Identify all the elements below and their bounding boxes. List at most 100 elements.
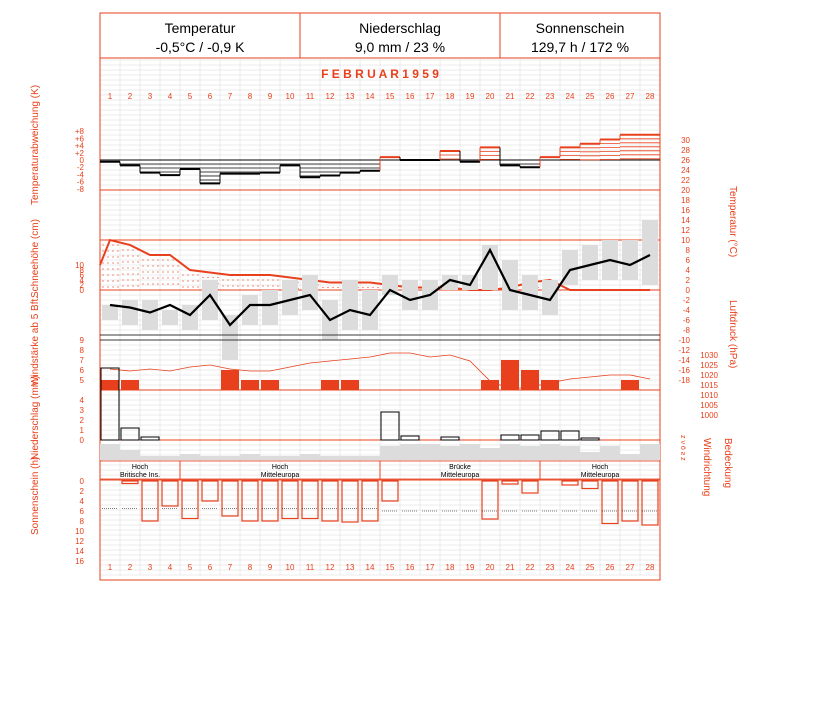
tick-label-anomaly: -2 (77, 163, 85, 172)
day-label-top: 9 (268, 92, 273, 101)
sunshine-bar (521, 480, 539, 494)
snow-dot (132, 285, 134, 287)
day-label-top: 27 (626, 92, 635, 101)
tick-label-precip: 0 (80, 436, 85, 445)
sunshine-bar (601, 480, 619, 525)
snow-dot (117, 280, 119, 282)
day-label-bottom: 17 (426, 563, 435, 572)
snow-dot (172, 259, 174, 261)
temp-range-box (502, 260, 518, 310)
day-label-top: 2 (128, 92, 133, 101)
cloud-cover-bar (240, 454, 260, 460)
snow-dot (192, 274, 194, 276)
snow-dot (147, 277, 149, 279)
day-label-bottom: 20 (486, 563, 495, 572)
snow-dot (247, 279, 249, 281)
snow-dot (127, 255, 129, 257)
cloud-cover-bar (380, 446, 400, 460)
snow-dot (237, 285, 239, 287)
day-label-bottom: 18 (446, 563, 455, 572)
precip-bar (440, 436, 460, 441)
snow-dot (322, 286, 324, 289)
snow-dot (192, 280, 194, 282)
cloud-cover-bar (300, 454, 320, 460)
snow-dot (137, 261, 139, 263)
precip-bar (380, 411, 400, 441)
tick-label-wind: 6 (80, 366, 85, 375)
sunshine-bar (121, 480, 139, 485)
tick-label-snow: 4 (80, 276, 85, 285)
snow-dot (132, 255, 134, 257)
sunshine-bar (501, 480, 519, 485)
snow-dot (117, 244, 119, 246)
tick-label-pressure: 1010 (700, 391, 718, 400)
snow-dot (197, 274, 199, 276)
sunshine-bar (181, 480, 199, 520)
tick-label-temperature: -8 (683, 326, 691, 335)
snow-dot (127, 267, 129, 269)
snow-dot (122, 285, 124, 287)
cloud-cover-bar (200, 456, 220, 460)
precip-bar (500, 434, 520, 441)
snow-dot (137, 255, 139, 257)
cloud-cover-bar (400, 444, 420, 460)
cloud-cover-bar (160, 456, 180, 460)
snow-dot (142, 265, 144, 267)
tick-label-temperature: 2 (686, 276, 691, 285)
snow-dot (252, 279, 254, 281)
tick-label-anomaly: +6 (75, 134, 85, 143)
snow-dot (122, 267, 124, 269)
wind-bar (341, 380, 359, 390)
axis-label-snow: Schneehöhe (cm) (30, 219, 41, 298)
tick-label-precip: 3 (80, 406, 85, 415)
day-label-bottom: 23 (546, 563, 555, 572)
snow-dot (102, 280, 104, 282)
snow-dot (107, 262, 109, 264)
tick-label-anomaly: -8 (77, 185, 85, 194)
snow-dot (162, 259, 164, 261)
weather-type-label: Mitteleuropa (261, 472, 300, 479)
snow-dot (137, 273, 139, 275)
tick-label-temperature: -12 (678, 346, 690, 355)
precip-bar (520, 434, 540, 441)
day-label-bottom: 25 (586, 563, 595, 572)
temp-range-box (442, 275, 458, 290)
tick-label-pressure: 1015 (700, 381, 718, 390)
snow-dot (137, 267, 139, 269)
cloud-cover-bar (480, 448, 500, 460)
axis-label-pressure: Luftdruck (hPa) (727, 300, 738, 369)
day-label-top: 15 (386, 92, 395, 101)
day-label-bottom: 8 (248, 563, 253, 572)
sunshine-bar (361, 480, 379, 522)
snow-dot (142, 259, 144, 261)
snow-dot (217, 276, 219, 279)
temperature-mean-line (109, 247, 651, 327)
sunshine-bar (141, 480, 159, 522)
snow-dot (117, 274, 119, 276)
tick-label-temperature: -4 (683, 306, 691, 315)
day-label-bottom: 21 (506, 563, 515, 572)
weather-type-label: Hoch (132, 464, 148, 471)
temp-range-box (622, 240, 638, 280)
precip-bar (560, 430, 580, 441)
snow-dot (272, 285, 274, 287)
tick-label-temperature: 28 (681, 146, 690, 155)
snow-dot (127, 261, 129, 263)
tick-label-temperature: 20 (681, 186, 690, 195)
weather-type-label: Brücke (449, 464, 471, 471)
temp-range-box (302, 275, 318, 310)
tick-label-pressure: 1020 (700, 371, 718, 380)
snow-dot (102, 286, 104, 288)
cloud-cover-bar (500, 444, 520, 460)
axis-label-temperature: Temperatur (°C) (727, 186, 738, 258)
snow-dot (197, 280, 199, 282)
snow-dot (167, 265, 169, 267)
tick-label-sunshine: 10 (75, 527, 84, 536)
snow-dot (112, 280, 114, 282)
cloud-cover-bar (180, 454, 200, 460)
temp-range-box (242, 295, 258, 325)
tick-label-pressure: 1005 (700, 401, 718, 410)
day-label-top: 17 (426, 92, 435, 101)
snow-dot (127, 273, 129, 275)
